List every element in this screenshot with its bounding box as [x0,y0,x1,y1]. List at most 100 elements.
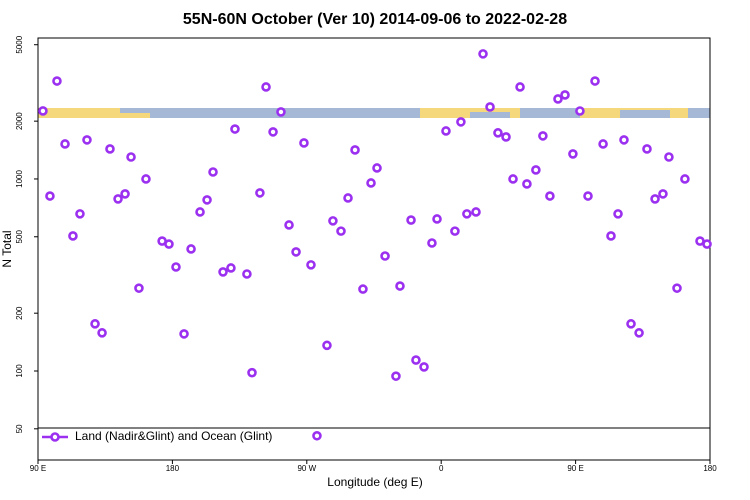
point [113,194,123,204]
point [478,49,488,59]
x-tick-label: 90 E [567,464,583,473]
point [306,260,316,270]
point [613,209,623,219]
plot-frame [37,37,711,461]
point [619,135,629,145]
y-tick-label: 200 [15,306,24,320]
point [366,178,376,188]
y-tick-label: 100 [15,364,24,378]
point [664,152,674,162]
point [247,367,257,378]
point [493,128,503,138]
point [68,231,78,241]
point [380,251,390,261]
point [291,247,301,257]
point [432,214,442,224]
point [284,220,294,230]
point [485,102,495,112]
point [642,144,652,154]
point [672,283,682,293]
point [336,226,346,236]
point [358,284,368,294]
point [208,167,218,177]
x-tick-label: 90 W [297,464,316,473]
point [97,328,107,338]
point [60,139,70,149]
point [441,126,451,136]
point [553,94,563,104]
legend-marker [50,432,60,442]
point [134,283,144,293]
y-tick-label: 5000 [15,35,24,53]
point [626,319,636,329]
point [545,191,555,201]
map-strip [38,108,710,118]
point [680,174,690,184]
point [90,319,100,329]
point [501,132,511,142]
point [255,188,265,198]
point [372,163,382,173]
point [583,191,593,201]
point [568,149,578,159]
point [634,328,644,338]
point [395,281,405,291]
point [242,269,252,279]
point [276,107,286,117]
point [52,76,62,86]
point [522,179,532,189]
legend-label: Land (Nadir&Glint) and Ocean (Glint) [75,429,272,443]
point [606,231,616,241]
point [411,355,421,365]
point [508,174,518,184]
point [141,174,151,184]
point [218,267,228,277]
point [299,138,309,148]
point [658,189,668,199]
point [427,238,437,248]
point [105,144,115,154]
point [261,82,271,92]
y-tick-label: 50 [15,424,24,433]
point [312,430,322,441]
y-axis-label: N Total [0,230,14,267]
point [350,145,360,155]
point [538,131,548,141]
point [702,239,712,249]
point [82,135,92,145]
point [456,117,466,127]
point [391,371,401,381]
point [590,76,600,86]
y-tick-label: 1000 [15,170,24,188]
point [179,329,189,339]
point [598,139,608,149]
x-tick-label: 180 [166,464,180,473]
point [531,165,541,175]
point [471,207,481,217]
point [560,90,570,100]
point [186,244,196,254]
point [462,209,472,219]
y-tick-label: 2000 [15,112,24,130]
point [75,209,85,219]
x-axis-label: Longitude (deg E) [327,475,422,489]
point [45,191,55,201]
point [328,216,338,226]
x-tick-label: 90 E [30,464,46,473]
point [650,194,660,204]
point [120,189,130,199]
point [38,106,48,116]
point [343,193,353,203]
point [575,106,585,116]
point [226,263,236,273]
point [406,215,416,225]
point [202,195,212,205]
point [126,152,136,162]
point [164,239,174,249]
x-tick-label: 0 [439,464,444,473]
point [515,82,525,92]
point [171,262,181,272]
point [450,226,460,236]
y-tick-label: 500 [15,230,24,244]
